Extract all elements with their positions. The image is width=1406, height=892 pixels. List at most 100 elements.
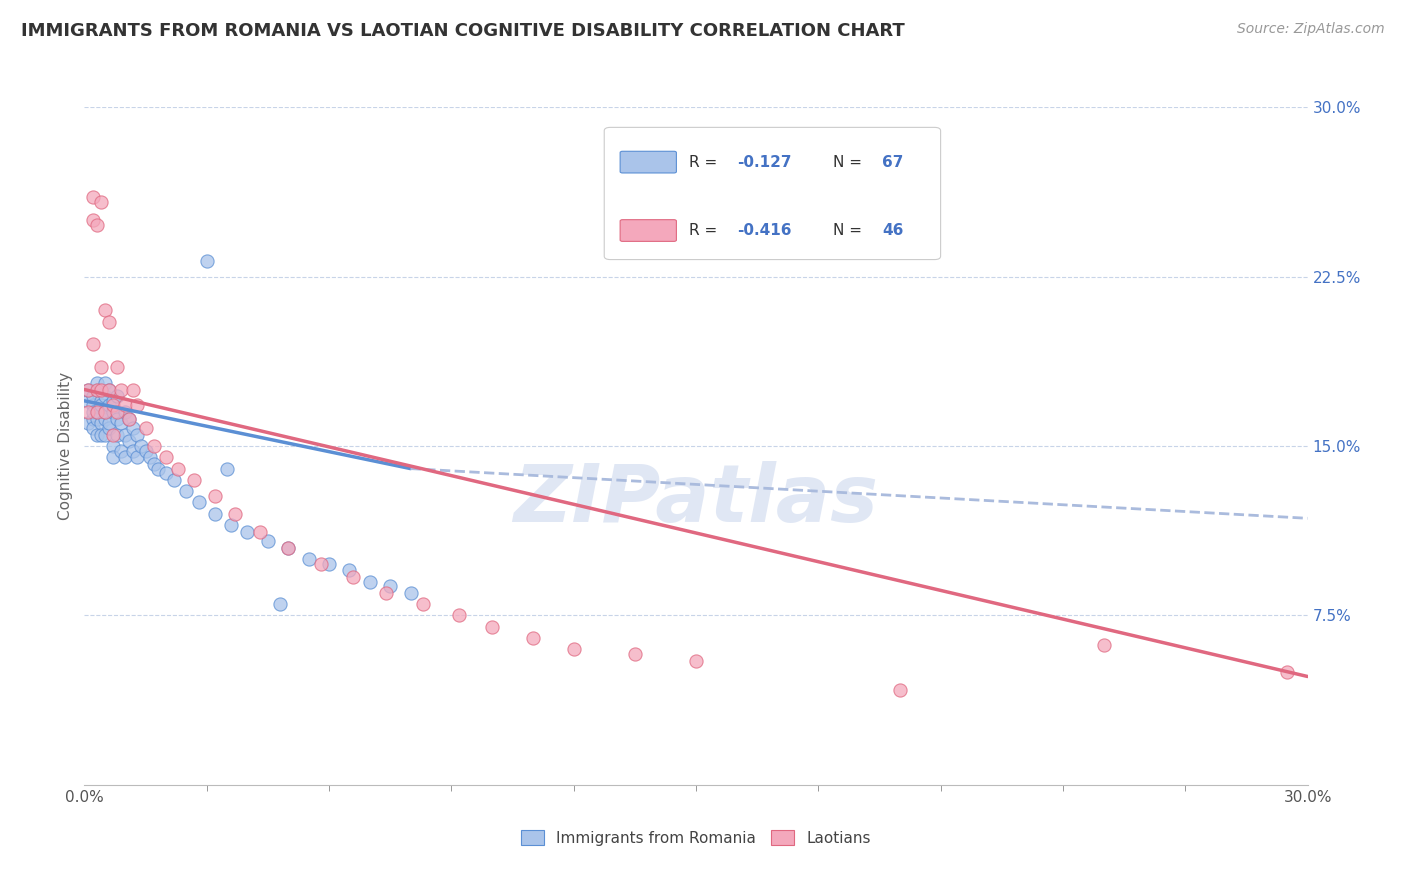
- Text: 46: 46: [882, 223, 903, 238]
- Point: [86, 405, 108, 419]
- Point: [97, 383, 120, 397]
- Point: [217, 461, 239, 475]
- Point: [176, 484, 198, 499]
- Point: [86, 412, 108, 426]
- Point: [97, 315, 120, 329]
- Point: [86, 383, 108, 397]
- Point: [131, 439, 153, 453]
- Point: [105, 405, 128, 419]
- Point: [93, 405, 117, 419]
- Point: [298, 552, 321, 566]
- Text: IMMIGRANTS FROM ROMANIA VS LAOTIAN COGNITIVE DISABILITY CORRELATION CHART: IMMIGRANTS FROM ROMANIA VS LAOTIAN COGNI…: [21, 22, 905, 40]
- Point: [339, 563, 361, 577]
- Point: [82, 190, 104, 204]
- Point: [118, 412, 141, 426]
- Point: [122, 383, 145, 397]
- Point: [342, 570, 364, 584]
- Point: [135, 421, 157, 435]
- Point: [93, 405, 117, 419]
- Point: [77, 405, 100, 419]
- Point: [195, 253, 218, 268]
- Point: [122, 421, 145, 435]
- Point: [90, 359, 112, 374]
- Point: [114, 398, 136, 412]
- Point: [110, 383, 132, 397]
- Point: [82, 398, 104, 412]
- Point: [101, 450, 124, 465]
- Point: [114, 405, 136, 419]
- Point: [380, 579, 402, 593]
- Point: [127, 398, 149, 412]
- Point: [204, 507, 226, 521]
- Point: [412, 597, 434, 611]
- Point: [114, 450, 136, 465]
- Point: [204, 489, 226, 503]
- Point: [318, 557, 340, 571]
- Point: [77, 383, 100, 397]
- Point: [269, 597, 291, 611]
- Point: [249, 524, 271, 539]
- Text: -0.127: -0.127: [738, 154, 792, 169]
- Point: [101, 405, 124, 419]
- Point: [90, 427, 112, 442]
- Point: [86, 376, 108, 390]
- Point: [90, 393, 112, 408]
- Point: [93, 427, 117, 442]
- Point: [163, 473, 186, 487]
- Point: [93, 376, 117, 390]
- Point: [105, 389, 128, 403]
- Point: [105, 412, 128, 426]
- Point: [101, 393, 124, 408]
- Point: [118, 434, 141, 449]
- Point: [86, 218, 108, 232]
- Point: [97, 421, 120, 435]
- Text: N =: N =: [832, 223, 868, 238]
- Point: [97, 398, 120, 412]
- Point: [114, 427, 136, 442]
- Point: [86, 405, 108, 419]
- FancyBboxPatch shape: [620, 219, 676, 242]
- Point: [101, 439, 124, 453]
- Point: [522, 631, 544, 645]
- Text: Source: ZipAtlas.com: Source: ZipAtlas.com: [1237, 22, 1385, 37]
- Point: [685, 654, 707, 668]
- Text: ZIPatlas: ZIPatlas: [513, 461, 879, 540]
- Point: [82, 389, 104, 403]
- Point: [82, 421, 104, 435]
- FancyBboxPatch shape: [620, 152, 676, 173]
- Point: [889, 683, 911, 698]
- Text: 67: 67: [882, 154, 903, 169]
- Point: [90, 398, 112, 412]
- Point: [110, 417, 132, 431]
- Point: [93, 389, 117, 403]
- Point: [146, 461, 169, 475]
- Point: [82, 405, 104, 419]
- Point: [86, 427, 108, 442]
- Point: [97, 417, 120, 431]
- Point: [122, 443, 145, 458]
- Point: [90, 383, 112, 397]
- Point: [127, 427, 149, 442]
- Point: [375, 586, 398, 600]
- Point: [82, 213, 104, 227]
- Point: [127, 450, 149, 465]
- Point: [481, 620, 503, 634]
- Point: [82, 337, 104, 351]
- Point: [118, 412, 141, 426]
- FancyBboxPatch shape: [605, 128, 941, 260]
- Legend: Immigrants from Romania, Laotians: Immigrants from Romania, Laotians: [515, 823, 877, 852]
- Point: [183, 473, 205, 487]
- Point: [449, 608, 471, 623]
- Point: [155, 450, 177, 465]
- Point: [101, 398, 124, 412]
- Point: [105, 427, 128, 442]
- Point: [562, 642, 585, 657]
- Point: [77, 383, 100, 397]
- Point: [142, 439, 165, 453]
- Point: [624, 647, 647, 661]
- Text: R =: R =: [689, 154, 721, 169]
- Text: -0.416: -0.416: [738, 223, 792, 238]
- Point: [93, 303, 117, 318]
- Point: [277, 541, 299, 555]
- Point: [110, 443, 132, 458]
